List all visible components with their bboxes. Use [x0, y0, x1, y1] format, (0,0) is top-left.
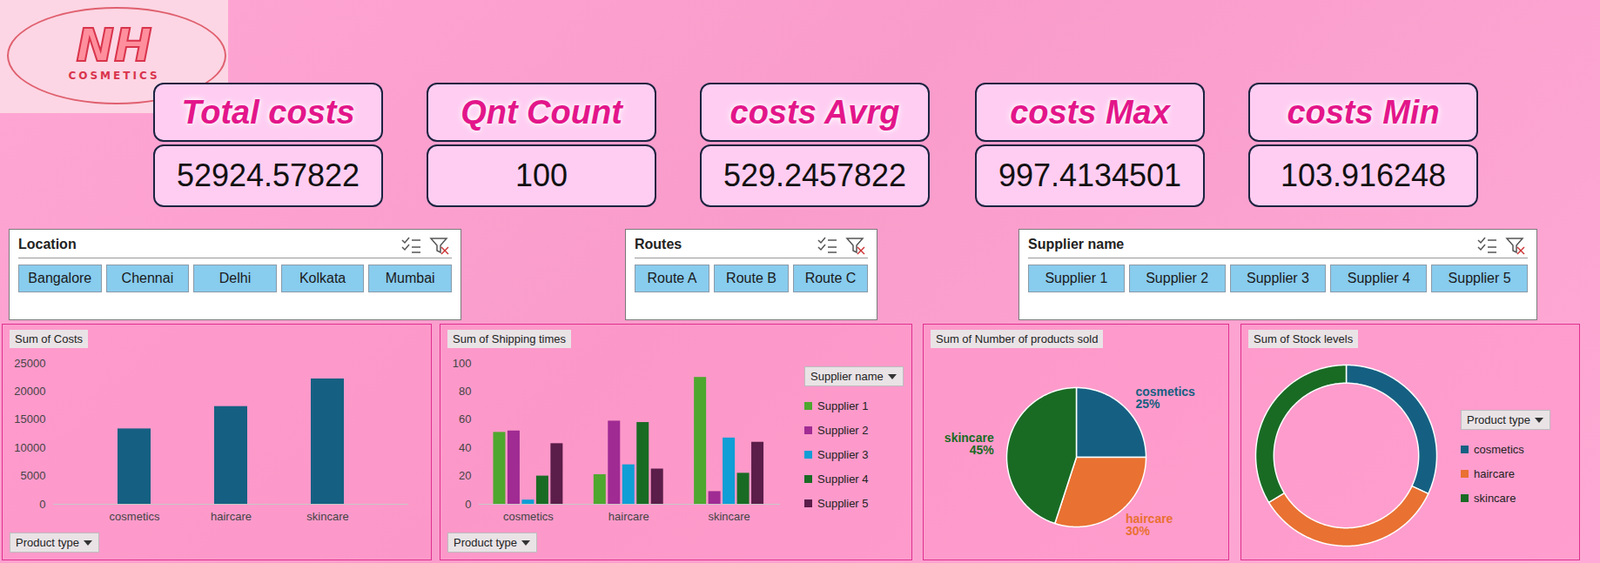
html-text:Supplier 5: Supplier 5 — [1448, 270, 1511, 286]
html-text:Supplier name: Supplier name — [1028, 236, 1125, 252]
html-text:Sum of Stock levels: Sum of Stock levels — [1253, 332, 1353, 346]
svg-text:haircare: haircare — [608, 510, 650, 524]
svg-text:cosmetics25%: cosmetics25% — [1135, 384, 1196, 411]
html-text:Mumbai: Mumbai — [385, 270, 435, 286]
html-text:Supplier 2: Supplier 2 — [817, 423, 869, 437]
svg-text:haircare: haircare — [210, 510, 252, 524]
html-text:Qnt Count: Qnt Count — [460, 93, 623, 131]
html-text:Location: Location — [18, 236, 77, 252]
svg-text:cosmetics: cosmetics — [503, 510, 554, 524]
html-text:529.2457822: 529.2457822 — [723, 157, 907, 194]
svg-text:0: 0 — [464, 497, 471, 511]
svg-text:15000: 15000 — [13, 412, 46, 426]
html-text:costs Max: costs Max — [1009, 93, 1170, 131]
html-text:COSMETICS: COSMETICS — [68, 69, 160, 82]
html-text:Route A: Route A — [647, 270, 697, 286]
html-text:Total costs: Total costs — [181, 93, 355, 131]
html-text:997.4134501: 997.4134501 — [998, 157, 1182, 194]
html-text:Supplier 2: Supplier 2 — [1145, 270, 1209, 286]
svg-text:25000: 25000 — [13, 356, 46, 370]
html-text:Sum of Shipping times: Sum of Shipping times — [452, 332, 566, 346]
svg-text:skincare: skincare — [707, 510, 750, 524]
html-text:costs Min: costs Min — [1286, 93, 1440, 131]
html-text:Supplier 1: Supplier 1 — [817, 399, 869, 413]
html-text:costs Avrg: costs Avrg — [729, 93, 900, 131]
svg-text:5000: 5000 — [20, 469, 47, 483]
html-text:52924.57822: 52924.57822 — [176, 157, 360, 194]
html-text:Supplier 4: Supplier 4 — [1347, 270, 1411, 286]
html-text:Supplier 3: Supplier 3 — [1246, 270, 1310, 286]
html-text:Route B: Route B — [726, 270, 777, 286]
html-text:Supplier name: Supplier name — [810, 369, 884, 384]
svg-text:80: 80 — [458, 384, 471, 398]
svg-text:60: 60 — [458, 412, 471, 426]
html-text:cosmetics: cosmetics — [1473, 442, 1525, 456]
html-text:Kolkata: Kolkata — [299, 270, 346, 286]
html-text:Sum of Number of products sold: Sum of Number of products sold — [935, 332, 1099, 346]
html-text:Sum of Costs: Sum of Costs — [14, 332, 83, 346]
html-text:Route C: Route C — [804, 270, 856, 286]
svg-text:20: 20 — [458, 469, 471, 483]
svg-text:skincare: skincare — [306, 510, 349, 524]
svg-text:haircare30%: haircare30% — [1125, 511, 1174, 538]
html-text:Product type: Product type — [15, 536, 80, 550]
html-text:Bangalore: Bangalore — [28, 270, 92, 286]
html-text:haircare: haircare — [1473, 467, 1515, 481]
html-text:NH: NH — [76, 19, 152, 72]
svg-text:100: 100 — [452, 356, 472, 370]
html-text:Chennai: Chennai — [121, 270, 174, 286]
html-text:skincare: skincare — [1473, 491, 1516, 505]
html-text:Supplier 1: Supplier 1 — [1044, 270, 1108, 286]
svg-text:skincare45%: skincare45% — [944, 430, 995, 458]
svg-text:20000: 20000 — [13, 384, 46, 398]
html-text:Supplier 5: Supplier 5 — [817, 496, 869, 510]
svg-text:0: 0 — [39, 497, 46, 511]
html-text:Product type: Product type — [453, 536, 518, 550]
html-text:Product type: Product type — [1466, 413, 1531, 427]
html-text:Routes: Routes — [634, 236, 682, 252]
svg-text:cosmetics: cosmetics — [109, 510, 161, 524]
html-text:Delhi: Delhi — [219, 270, 251, 286]
svg-text:40: 40 — [458, 441, 471, 455]
html-text:103.916248: 103.916248 — [1280, 157, 1447, 194]
html-text:Supplier 3: Supplier 3 — [817, 447, 869, 461]
html-text:Supplier 4: Supplier 4 — [817, 472, 869, 486]
html-text:100: 100 — [515, 157, 568, 194]
svg-text:10000: 10000 — [13, 441, 46, 455]
